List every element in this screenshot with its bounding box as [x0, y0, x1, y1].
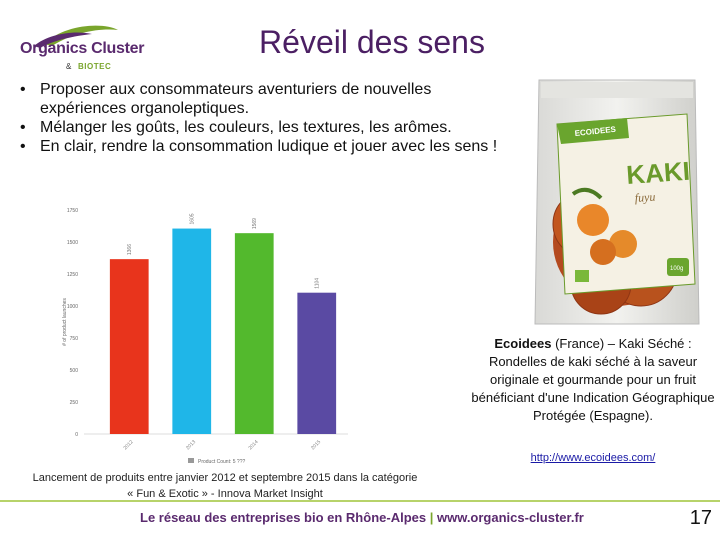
footer-separator: |: [426, 510, 437, 525]
y-tick-label: 750: [70, 336, 79, 342]
logo-ampersand: &: [66, 62, 72, 71]
x-tick-label: 2014: [247, 439, 259, 451]
organics-cluster-logo: Organics Cluster & BIOTEC: [14, 22, 144, 82]
slide-title: Réveil des sens: [259, 24, 485, 60]
bar-2015: [297, 292, 337, 434]
footer-divider: [0, 500, 720, 502]
bar-2013: [172, 228, 212, 434]
x-tick-label: 2015: [310, 439, 322, 451]
y-tick-label: 1500: [67, 240, 78, 246]
page-number: 17: [689, 507, 712, 529]
x-tick-label: 2012: [122, 439, 134, 451]
y-tick-label: 250: [70, 400, 79, 406]
kaki-package-image: ECOIDEES KAKI fuyu 100g: [534, 79, 700, 325]
product-image: ECOIDEES KAKI fuyu 100g: [517, 74, 717, 336]
product-description-text: (France) – Kaki Séché : Rondelles de kak…: [471, 336, 715, 423]
product-description: Ecoidees (France) – Kaki Séché : Rondell…: [470, 335, 716, 425]
legend-swatch: [188, 458, 194, 463]
chart-caption: Lancement de produits entre janvier 2012…: [32, 472, 418, 500]
bullet-text: Mélanger les goûts, les couleurs, les te…: [40, 119, 452, 136]
package-sub: fuyu: [634, 190, 656, 205]
bar-2014: [234, 233, 274, 434]
logo-name: Organics Cluster: [20, 40, 145, 57]
legend-label: Product Count: 5 ???: [198, 459, 245, 465]
bar-value-label: 1366: [127, 244, 133, 255]
package-name: KAKI: [625, 156, 691, 190]
footer-url: www.organics-cluster.fr: [436, 510, 584, 525]
y-tick-label: 0: [75, 432, 78, 438]
bar-chart-svg: 0 250 500 750 1000 1250 1500 1750 # of product l…: [62, 208, 348, 465]
y-tick-label: 1250: [67, 272, 78, 278]
bullet-text: Proposer aux consommateurs aventuriers d…: [40, 81, 432, 117]
bar-value-label: 1605: [190, 213, 196, 224]
bullet-dot-icon: •: [20, 119, 26, 136]
ecoidees-link[interactable]: http://www.ecoidees.com/: [530, 452, 656, 464]
product-launch-chart: 0 250 500 750 1000 1250 1500 1750 # of product l…: [58, 200, 358, 470]
package-brand: ECOIDEES: [574, 125, 617, 138]
y-tick-label: 500: [70, 368, 79, 374]
leaf-icon: [34, 25, 118, 48]
bar-value-label: 1104: [315, 278, 321, 289]
bullet-list: • Proposer aux consommateurs aventuriers …: [18, 80, 518, 156]
bullet-item: • En clair, rendre la consommation ludiqu…: [18, 137, 518, 156]
package-weight: 100g: [670, 266, 683, 272]
y-tick-label: 1750: [67, 208, 78, 214]
logo-subbrand: BIOTEC: [78, 62, 112, 71]
bar-value-label: 1569: [252, 218, 258, 229]
y-axis-label: # of product launches: [62, 298, 68, 346]
footer: Le réseau des entreprises bio en Rhône-A…: [0, 500, 720, 540]
bullet-text: En clair, rendre la consommation ludique…: [40, 138, 498, 155]
bullet-item: • Proposer aux consommateurs aventuriers …: [18, 80, 518, 118]
bullet-item: • Mélanger les goûts, les couleurs, les t…: [18, 118, 518, 137]
product-brand: Ecoidees: [494, 336, 552, 351]
footer-left-text: Le réseau des entreprises bio en Rhône-A…: [140, 510, 427, 525]
bullet-dot-icon: •: [20, 81, 26, 98]
bar-2012: [109, 259, 149, 434]
y-tick-label: 1000: [67, 304, 78, 310]
footer-text: Le réseau des entreprises bio en Rhône-A…: [140, 510, 584, 525]
bullet-dot-icon: •: [20, 138, 26, 155]
x-tick-label: 2013: [185, 439, 197, 451]
